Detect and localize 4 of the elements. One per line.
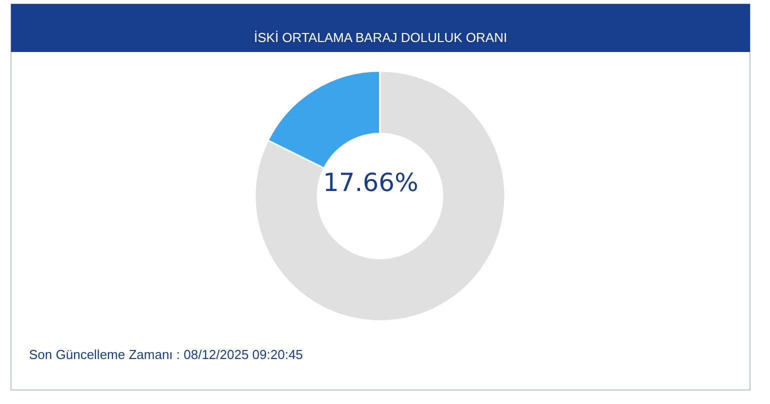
donut-slice [254, 70, 506, 322]
text: Son Güncelleme Zamanı : 08/12/2025 09:20:45 [29, 347, 303, 362]
data-label: 17.66% [323, 168, 418, 197]
chart-title: İSKİ ORTALAMA BARAJ DOLULUK ORANI [254, 30, 508, 45]
